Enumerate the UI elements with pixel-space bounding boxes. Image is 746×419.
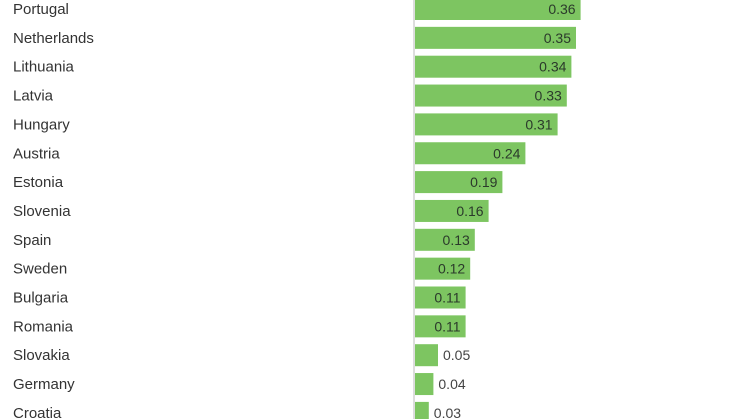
category-label: Estonia xyxy=(13,174,64,191)
category-label: Portugal xyxy=(13,1,69,18)
value-label: 0.33 xyxy=(535,88,562,104)
bar-romania xyxy=(415,315,466,338)
bar-slovakia xyxy=(415,344,438,367)
bar-group xyxy=(415,0,581,419)
value-label: 0.24 xyxy=(493,145,520,161)
category-label: Romania xyxy=(13,318,74,335)
bar-portugal xyxy=(415,0,581,20)
bar-latvia xyxy=(415,84,567,107)
category-label: Sweden xyxy=(13,261,67,278)
category-label: Slovenia xyxy=(13,203,71,220)
bar-germany xyxy=(415,373,434,396)
bar-hungary xyxy=(415,113,558,136)
category-label: Slovakia xyxy=(13,347,70,364)
category-label: Lithuania xyxy=(13,59,75,76)
value-label: 0.35 xyxy=(544,30,571,46)
bar-spain xyxy=(415,228,475,251)
category-label: Spain xyxy=(13,232,51,249)
value-label: 0.11 xyxy=(434,318,460,334)
value-label: 0.16 xyxy=(456,203,483,219)
value-label: 0.36 xyxy=(548,1,575,17)
bar-croatia xyxy=(415,401,429,419)
bar-sweden xyxy=(415,257,471,280)
value-label: 0.31 xyxy=(525,116,552,132)
bar-bulgaria xyxy=(415,286,466,309)
bar-estonia xyxy=(415,171,503,194)
category-label: Austria xyxy=(13,145,60,162)
bar-slovenia xyxy=(415,199,489,222)
value-label: 0.04 xyxy=(438,376,465,392)
value-label: 0.13 xyxy=(443,232,470,248)
value-label: 0.19 xyxy=(470,174,497,190)
category-label-group: Portugal Netherlands Lithuania Latvia Hungar… xyxy=(13,1,94,419)
category-label: Germany xyxy=(13,376,75,393)
value-label: 0.11 xyxy=(434,290,460,306)
bar-netherlands xyxy=(415,26,576,49)
bar-lithuania xyxy=(415,55,572,78)
value-label: 0.03 xyxy=(434,405,461,419)
category-label: Netherlands xyxy=(13,30,94,47)
category-label: Hungary xyxy=(13,116,70,133)
value-label: 0.12 xyxy=(438,261,465,277)
bar-austria xyxy=(415,142,526,165)
category-label: Latvia xyxy=(13,88,54,105)
value-label: 0.05 xyxy=(443,347,470,363)
value-label: 0.34 xyxy=(539,59,566,75)
category-label: Croatia xyxy=(13,405,62,419)
category-label: Bulgaria xyxy=(13,290,69,307)
value-label-group: 0.36 0.35 0.34 0.33 0.31 0.24 0.19 0.16 0.13 0.12… xyxy=(434,1,576,419)
